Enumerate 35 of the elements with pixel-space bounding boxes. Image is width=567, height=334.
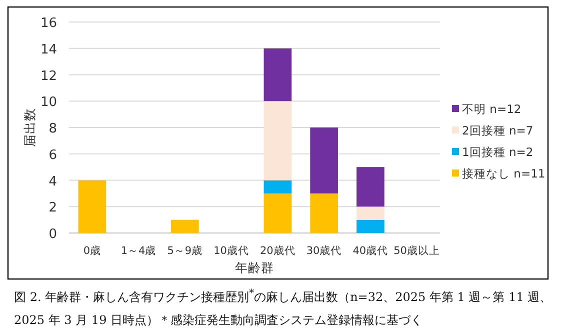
y-tick-label: 0 xyxy=(48,227,57,242)
bar xyxy=(310,193,338,233)
x-tick-label: 40歳代 xyxy=(352,244,388,257)
legend-label: 不明 n=12 xyxy=(462,102,522,116)
x-tick-label: 20歳代 xyxy=(260,244,296,257)
legend-label: 接種なし n=11 xyxy=(462,166,546,180)
bar xyxy=(264,101,292,180)
bar xyxy=(310,128,338,194)
y-tick-label: 2 xyxy=(48,200,57,216)
bar xyxy=(356,206,384,220)
y-tick-label: 12 xyxy=(40,68,57,84)
y-tick-label: 6 xyxy=(48,148,57,163)
bar xyxy=(78,180,106,233)
x-tick-label: 5～9歳 xyxy=(167,244,203,257)
y-tick-label: 10 xyxy=(40,95,57,110)
x-tick-label: 30歳代 xyxy=(306,244,342,257)
bar xyxy=(264,180,292,194)
y-tick-label: 4 xyxy=(48,174,57,190)
caption: 図 2. 年齢群・麻しん含有ワクチン接種歴別$^{*}$の麻しん届出数（n=32、2025 年第 1 週～第 11 週、2025 年 3 月 19 日時点）＊感染症発生動向調査システム登録情報に基づく xyxy=(14,287,553,329)
y-tick-label: 16 xyxy=(40,16,57,31)
x-tick-label: 0歳 xyxy=(83,244,102,257)
bar xyxy=(264,48,292,102)
y-axis-title: 届出数 xyxy=(22,108,37,147)
bar xyxy=(264,193,292,233)
legend-label: 1回接種 n=2 xyxy=(462,145,534,159)
bar xyxy=(171,220,199,233)
bar xyxy=(356,167,384,207)
x-tick-label: 50歳以上 xyxy=(394,244,440,257)
y-tick-label: 14 xyxy=(40,42,57,58)
x-tick-label: 10歳代 xyxy=(214,244,249,257)
x-tick-label: 1～4歳 xyxy=(120,244,156,257)
y-tick-label: 8 xyxy=(48,122,57,136)
legend-label: 2回接種 n=7 xyxy=(462,124,534,138)
bar xyxy=(356,220,384,233)
x-axis-title: 年齢群 xyxy=(235,260,274,275)
